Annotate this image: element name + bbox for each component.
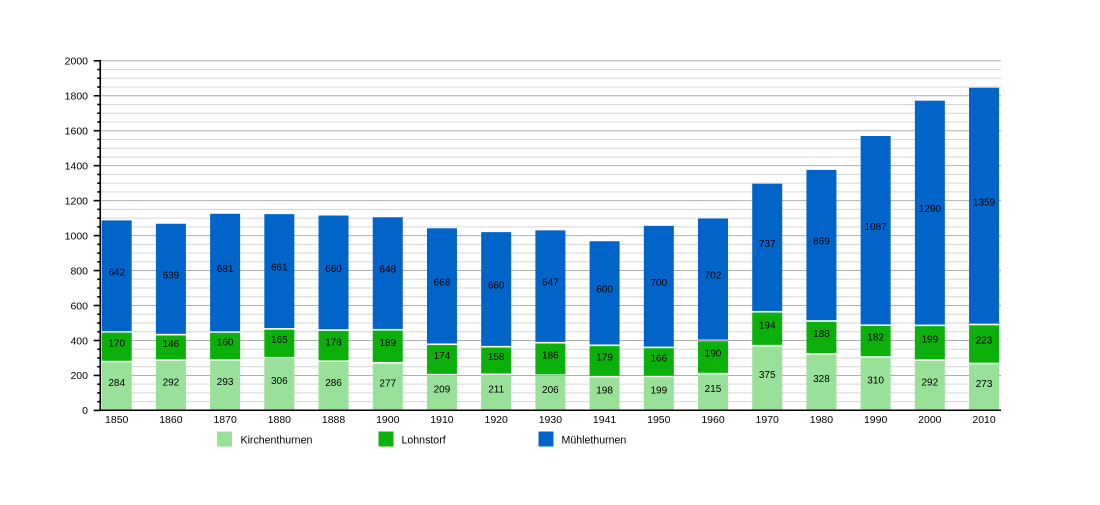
svg-text:1950: 1950 [647,414,671,426]
svg-text:642: 642 [108,267,125,278]
svg-text:Kirchenthurnen: Kirchenthurnen [241,434,313,446]
svg-text:648: 648 [379,265,396,276]
svg-text:2010: 2010 [972,414,996,426]
svg-text:211: 211 [488,384,504,395]
svg-text:284: 284 [108,378,125,389]
svg-text:206: 206 [542,385,559,396]
svg-text:160: 160 [217,338,234,349]
svg-text:1200: 1200 [65,195,89,207]
svg-text:170: 170 [108,338,125,349]
svg-text:198: 198 [596,385,613,396]
svg-text:2000: 2000 [65,56,89,68]
svg-text:1850: 1850 [105,414,129,426]
svg-text:2000: 2000 [918,414,942,426]
svg-text:293: 293 [217,377,234,388]
svg-text:199: 199 [650,385,667,396]
svg-text:639: 639 [163,270,180,281]
svg-text:737: 737 [759,239,776,250]
svg-text:702: 702 [705,271,722,282]
svg-text:800: 800 [70,265,88,277]
svg-text:660: 660 [488,281,505,292]
svg-text:1980: 1980 [810,414,834,426]
svg-text:209: 209 [434,385,451,396]
svg-text:681: 681 [217,264,234,275]
svg-text:182: 182 [867,333,884,344]
svg-text:1400: 1400 [65,160,89,172]
svg-text:223: 223 [976,336,993,347]
svg-text:158: 158 [488,352,505,363]
svg-text:215: 215 [705,384,722,395]
svg-text:166: 166 [650,354,667,365]
svg-text:199: 199 [922,334,939,345]
svg-text:600: 600 [596,284,613,295]
svg-text:0: 0 [82,405,88,417]
svg-text:661: 661 [271,263,288,274]
svg-text:292: 292 [922,377,939,388]
svg-text:1000: 1000 [65,230,89,242]
svg-text:189: 189 [379,338,396,349]
svg-text:Lohnstorf: Lohnstorf [402,434,446,446]
svg-text:1087: 1087 [865,222,888,233]
svg-text:178: 178 [325,337,342,348]
svg-text:146: 146 [163,339,180,350]
svg-text:1920: 1920 [484,414,508,426]
svg-text:1990: 1990 [864,414,888,426]
svg-text:1930: 1930 [539,414,563,426]
svg-text:1941: 1941 [593,414,617,426]
svg-text:174: 174 [434,351,451,362]
svg-text:186: 186 [542,351,559,362]
svg-text:Mühlethurnen: Mühlethurnen [562,434,627,446]
svg-text:273: 273 [976,379,993,390]
svg-text:647: 647 [542,278,559,289]
svg-text:1910: 1910 [430,414,454,426]
svg-text:292: 292 [163,377,180,388]
svg-text:277: 277 [379,379,396,390]
svg-text:286: 286 [325,378,342,389]
svg-text:1970: 1970 [756,414,780,426]
svg-text:1359: 1359 [973,197,996,208]
svg-text:1800: 1800 [65,91,89,103]
svg-text:1600: 1600 [65,126,89,138]
svg-text:1860: 1860 [159,414,183,426]
svg-text:328: 328 [813,374,830,385]
svg-text:1900: 1900 [376,414,400,426]
svg-text:188: 188 [813,329,830,340]
svg-text:1880: 1880 [268,414,292,426]
svg-text:194: 194 [759,320,776,331]
svg-text:1888: 1888 [322,414,346,426]
svg-text:165: 165 [271,335,288,346]
svg-text:375: 375 [759,370,776,381]
svg-text:200: 200 [70,370,88,382]
svg-text:1960: 1960 [701,414,725,426]
svg-text:668: 668 [434,277,451,288]
svg-text:306: 306 [271,376,288,387]
svg-text:179: 179 [596,353,613,364]
svg-text:600: 600 [70,300,88,312]
svg-text:190: 190 [705,349,722,360]
svg-text:869: 869 [813,237,830,248]
svg-text:310: 310 [867,376,884,387]
svg-text:1290: 1290 [919,204,942,215]
svg-text:400: 400 [70,335,88,347]
svg-text:1870: 1870 [213,414,237,426]
svg-text:660: 660 [325,264,342,275]
svg-text:700: 700 [650,278,667,289]
